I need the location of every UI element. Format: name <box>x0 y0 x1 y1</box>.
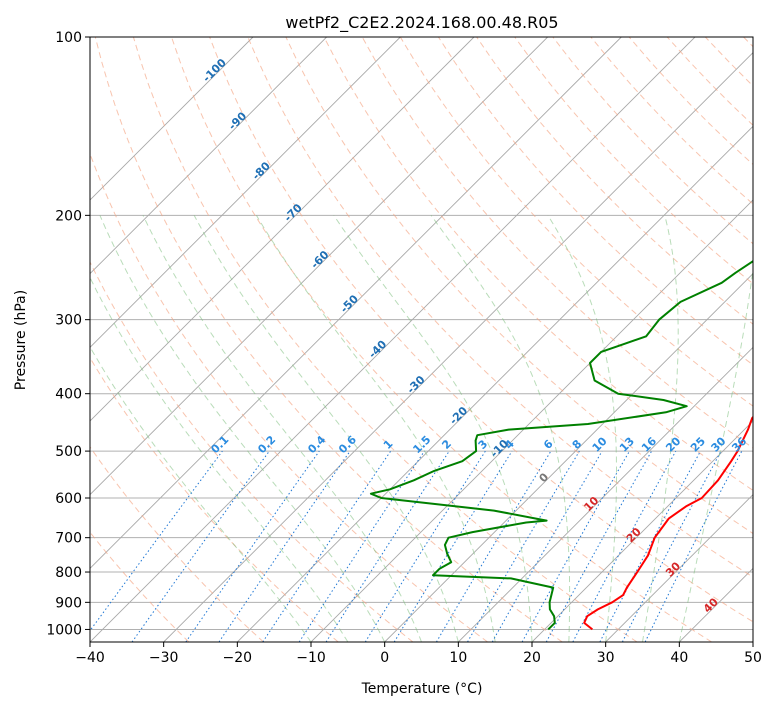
mixing-ratio-line <box>218 450 351 642</box>
y-tick-label: 600 <box>55 491 82 507</box>
isotherm-line <box>163 52 753 642</box>
mixing-ratio-line <box>131 450 270 642</box>
moist-adiabat-line <box>193 215 459 642</box>
mixing-ratio-line <box>298 450 425 642</box>
x-axis-label: Temperature (°C) <box>361 681 483 697</box>
y-tick-label: 100 <box>55 30 82 46</box>
isotherm-line <box>531 420 753 642</box>
isotherm-line <box>752 641 753 642</box>
x-tick-label: 10 <box>449 650 467 666</box>
mixing-ratio-lines <box>90 450 743 642</box>
temperature-trace <box>583 415 753 631</box>
isotherm-line <box>90 37 622 569</box>
moist-adiabat-line <box>678 265 753 642</box>
moist-adiabat-line <box>142 215 422 642</box>
y-tick-label: 200 <box>55 208 82 224</box>
y-tick-label: 900 <box>55 595 82 611</box>
x-tick-label: −10 <box>296 650 326 666</box>
x-tick-label: 20 <box>523 650 541 666</box>
sounding-traces <box>369 260 753 631</box>
mixing-ratio-line <box>262 450 392 642</box>
dry-adiabats <box>90 37 753 642</box>
isotherm-line <box>90 37 401 348</box>
chart-title: wetPf2_C2E2.2024.168.00.48.R05 <box>285 13 558 33</box>
plot-area <box>90 37 753 642</box>
isotherm-line <box>90 37 548 496</box>
y-tick-label: 300 <box>55 313 82 329</box>
isotherm-line <box>90 37 254 201</box>
moist-adiabat-line <box>99 215 386 642</box>
y-tick-label: 1000 <box>46 622 82 638</box>
dry-adiabat-line <box>476 37 753 325</box>
moist-adiabat-line <box>642 215 679 642</box>
x-tick-label: 50 <box>744 650 762 666</box>
plot-frame <box>89 36 754 643</box>
x-axis: −40 −30 −20 −10 0 10 20 30 40 50 <box>75 642 762 666</box>
x-tick-label: 40 <box>670 650 688 666</box>
x-tick-label: 30 <box>597 650 615 666</box>
moist-adiabat-line <box>333 215 533 642</box>
dry-adiabat-line <box>323 37 753 491</box>
moist-adiabats <box>90 215 753 642</box>
moist-adiabat-line <box>90 345 312 642</box>
plot-content: -100-90-80-70-60-50-40-30-20-10010203040… <box>90 37 753 642</box>
mixing-ratio-line <box>393 450 513 642</box>
y-tick-label: 700 <box>55 531 82 547</box>
isotherm-line <box>90 37 696 642</box>
isotherm-line <box>605 494 753 642</box>
dry-adiabat-line <box>171 37 712 642</box>
dry-adiabat-line <box>132 37 638 642</box>
dry-adiabat-line <box>209 37 753 623</box>
dry-adiabat-line <box>247 37 753 578</box>
mixing-ratio-line <box>90 450 223 632</box>
mixing-ratio-line <box>545 450 653 642</box>
x-tick-label: 0 <box>380 650 389 666</box>
dewpoint-trace <box>369 260 753 631</box>
dry-adiabat-line <box>514 37 753 285</box>
isotherm-line <box>237 125 753 642</box>
isotherms <box>90 37 753 642</box>
x-tick-label: −40 <box>75 650 105 666</box>
mixing-ratio-line <box>521 450 630 642</box>
dry-adiabat-line <box>94 37 563 642</box>
mixing-ratio-line <box>644 450 743 642</box>
dry-adiabat-line <box>285 37 753 535</box>
y-axis: 100 200 300 400 500 600 700 800 900 1000 <box>46 30 90 638</box>
isotherm-line <box>384 273 753 642</box>
isotherm-line <box>90 37 475 422</box>
dry-adiabat-line <box>90 446 264 642</box>
y-tick-label: 800 <box>55 565 82 581</box>
dry-adiabat-line <box>90 260 414 642</box>
y-tick-label: 500 <box>55 444 82 460</box>
mixing-ratio-line <box>185 450 320 642</box>
isotherm-line <box>458 346 753 642</box>
y-axis-label: Pressure (hPa) <box>13 290 29 390</box>
isotherm-line <box>90 37 327 275</box>
x-tick-label: −30 <box>149 650 179 666</box>
y-tick-label: 400 <box>55 387 82 403</box>
moist-adiabat-line <box>430 215 571 642</box>
mixing-ratio-line <box>325 450 450 642</box>
moist-adiabat-line <box>547 215 617 642</box>
dry-adiabat-line <box>90 356 339 642</box>
mixing-ratio-line <box>572 450 677 642</box>
x-tick-label: −20 <box>223 650 253 666</box>
